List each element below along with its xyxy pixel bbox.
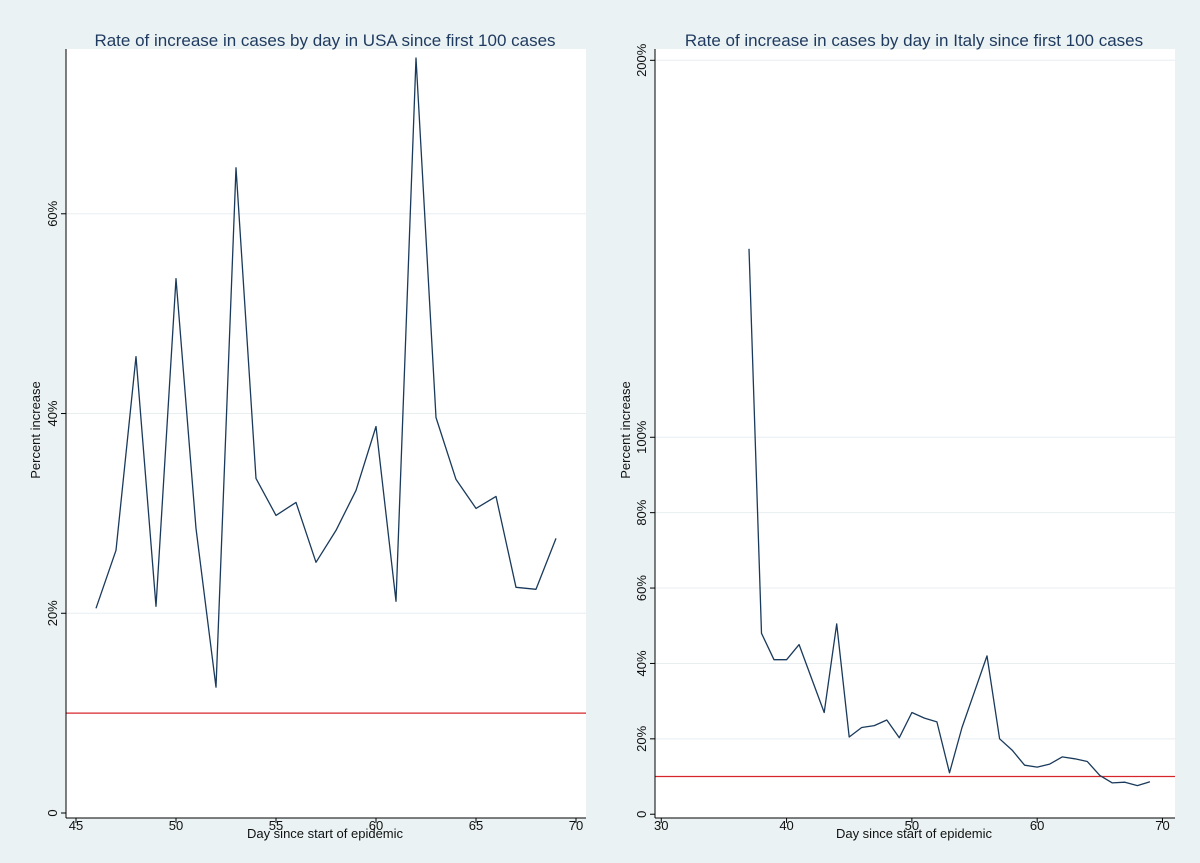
italy-plot-area (655, 49, 1175, 818)
usa-y-tick-label: 20% (45, 600, 60, 626)
italy-chart-title: Rate of increase in cases by day in Ital… (685, 31, 1143, 50)
italy-y-tick-label: 200% (634, 43, 649, 77)
usa-series-line (95, 57, 557, 688)
usa-x-tick-label: 45 (69, 818, 83, 833)
usa-x-tick-label: 70 (569, 818, 583, 833)
italy-y-tick-label: 80% (634, 499, 649, 525)
italy-x-tick-label: 40 (779, 818, 793, 833)
usa-x-tick-label: 65 (469, 818, 483, 833)
italy-x-tick-label: 70 (1155, 818, 1169, 833)
italy-y-tick-label: 20% (634, 725, 649, 751)
italy-x-tick-label: 50 (905, 818, 919, 833)
usa-chart-panel: Rate of increase in cases by day in USA … (28, 31, 586, 841)
usa-x-tick-label: 55 (269, 818, 283, 833)
italy-x-tick-label: 30 (654, 818, 668, 833)
italy-y-tick-label: 0 (634, 811, 649, 818)
usa-x-tick-label: 60 (369, 818, 383, 833)
italy-series-line (748, 248, 1151, 787)
italy-chart-panel: Rate of increase in cases by day in Ital… (618, 31, 1175, 841)
usa-y-tick-label: 60% (45, 200, 60, 226)
usa-plot-area (66, 49, 586, 818)
usa-x-axis-label: Day since start of epidemic (247, 826, 404, 841)
usa-y-tick-label: 0 (45, 809, 60, 816)
usa-chart-title: Rate of increase in cases by day in USA … (94, 31, 555, 50)
italy-y-tick-label: 40% (634, 650, 649, 676)
italy-y-axis-label: Percent increase (618, 381, 633, 479)
italy-x-tick-label: 60 (1030, 818, 1044, 833)
italy-y-tick-label: 60% (634, 575, 649, 601)
usa-x-tick-label: 50 (169, 818, 183, 833)
usa-y-axis-label: Percent increase (28, 381, 43, 479)
italy-x-axis-label: Day since start of epidemic (836, 826, 993, 841)
usa-y-tick-label: 40% (45, 400, 60, 426)
italy-y-tick-label: 100% (634, 420, 649, 454)
